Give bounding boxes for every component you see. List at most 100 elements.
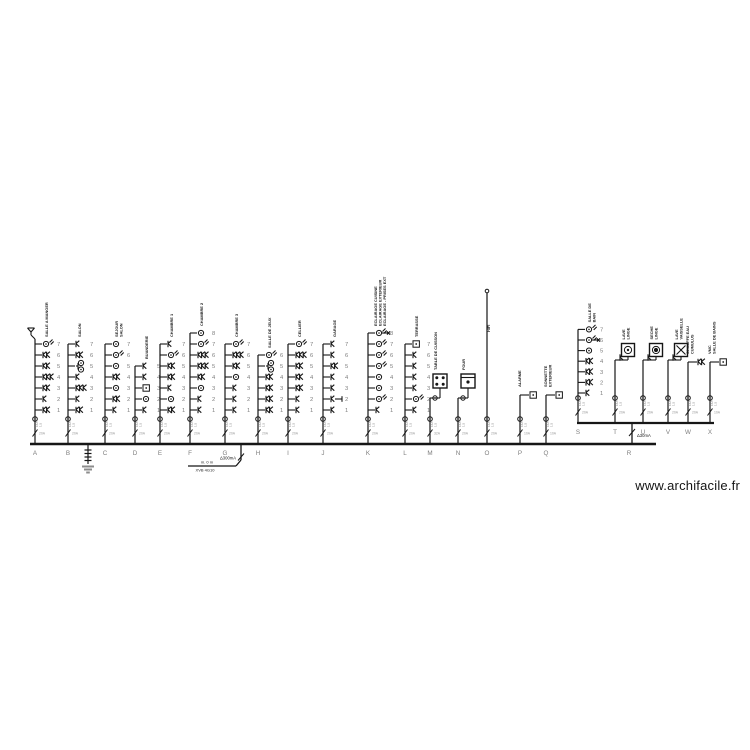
socket-icon <box>585 357 590 365</box>
socket-stroke <box>116 376 121 381</box>
breaker-spec: 1,5 <box>433 422 437 427</box>
breaker-spec: 16A <box>190 422 194 427</box>
branch-number: 2 <box>182 397 185 403</box>
socket-stroke <box>701 358 706 363</box>
tap-dot <box>462 397 464 399</box>
circuit-letter: C <box>103 450 108 457</box>
switch-icon <box>174 350 180 356</box>
socket-icon <box>265 406 270 414</box>
box-dot <box>558 394 561 396</box>
breaker-spec: 1,5 <box>228 422 232 427</box>
branch-number: 4 <box>310 375 314 381</box>
socket-icon <box>265 384 270 392</box>
socket-stroke <box>330 365 335 370</box>
socket-stroke <box>585 360 590 365</box>
socket-icon <box>46 351 51 359</box>
switch-stroke <box>383 363 388 367</box>
socket-stroke <box>299 365 304 370</box>
branch-number: 7 <box>90 342 93 348</box>
lamp-icon <box>77 359 85 367</box>
socket-icon <box>589 378 594 386</box>
lamp-dot <box>200 343 202 345</box>
branch-number: 2 <box>427 397 430 403</box>
circuit-label-line: CHAUFFE EAU <box>685 326 690 354</box>
branch-number: 2 <box>310 397 313 403</box>
breaker-spec: 1,5 <box>581 401 585 406</box>
lamp-circle <box>585 336 593 344</box>
socket-icon <box>239 351 244 359</box>
breaker-spec: 1,5 <box>71 422 75 427</box>
breaker-rating: 20A <box>647 411 654 415</box>
socket-icon <box>197 362 202 370</box>
branch-number: 2 <box>157 397 160 403</box>
circuit-C: C 16A 1,5 20A 1 2 3 4 5 6 7 SEJOUR SALON <box>102 321 131 457</box>
breaker-spec: 16A <box>35 422 39 427</box>
socket-stroke <box>42 351 47 356</box>
breaker-rating: 20A <box>462 432 469 436</box>
switch-stroke <box>174 350 178 354</box>
drum-dot <box>653 347 659 353</box>
lamp-icon <box>232 373 240 381</box>
breaker-spec: 1,5 <box>326 422 330 427</box>
lamp-dot <box>170 398 172 400</box>
circuit-F: F 16A 1,5 20A 1 2 3 4 5 6 7 8 CHAMBRE 2 <box>187 302 216 457</box>
socket-icon <box>75 384 80 392</box>
socket-stroke <box>412 387 417 392</box>
tap-dot <box>434 397 436 399</box>
junction-box-icon <box>555 391 563 399</box>
branch-number: 6 <box>212 353 215 359</box>
socket-stroke <box>585 357 590 362</box>
socket-stroke <box>589 381 594 386</box>
circuit-letter: Q <box>544 450 549 457</box>
box-dot <box>722 361 725 363</box>
socket-icon <box>412 406 417 414</box>
lamp-dot <box>145 398 147 400</box>
lamp-dot <box>378 354 380 356</box>
socket-stroke <box>412 406 417 411</box>
circuit-letter: I <box>287 450 289 457</box>
lamp-circle <box>197 384 205 392</box>
switch-icon <box>382 350 388 356</box>
circuit-X: X 16A 1,5 10A VMC SALLE DE BAINS <box>707 321 727 436</box>
socket-stroke <box>302 354 307 359</box>
socket-stroke <box>46 406 51 411</box>
socket-stroke <box>412 384 417 389</box>
socket-stroke <box>302 351 307 356</box>
socket-icon <box>116 373 121 381</box>
rcd-30-label: Δ30mA <box>637 433 651 438</box>
lamp-dot <box>588 339 590 341</box>
switch-icon <box>419 394 425 400</box>
socket-stroke <box>697 361 702 366</box>
branch-number: 4 <box>57 375 61 381</box>
socket-stroke <box>269 387 274 392</box>
switch-stroke <box>382 394 386 398</box>
socket-icon <box>46 406 51 414</box>
breaker-rating: 20A <box>164 432 171 436</box>
socket-icon <box>197 406 202 414</box>
circuit-label-line: CHAMBRE 2 <box>199 302 204 326</box>
socket-stroke <box>204 351 209 356</box>
lamp-dot <box>378 376 380 378</box>
socket-icon <box>79 351 84 359</box>
breaker-spec: 16A <box>105 422 109 427</box>
branch-number: 1 <box>427 408 430 414</box>
branch-number: 4 <box>345 375 349 381</box>
lamp-circle <box>232 340 240 348</box>
branch-number: 2 <box>390 397 393 403</box>
socket-icon <box>412 351 417 359</box>
breaker-rating: 20A <box>672 411 679 415</box>
lamp-dot <box>588 349 590 352</box>
switch-stroke <box>204 339 208 343</box>
switch-icon <box>382 361 388 367</box>
breaker-rating: 20A <box>619 411 626 415</box>
circuit-label-line: TABLE DE CUISSON <box>433 332 438 370</box>
oven-dot <box>466 380 470 384</box>
socket-icon <box>197 395 202 403</box>
junction-box-icon <box>412 340 420 348</box>
breaker-spec: 16A <box>487 422 491 427</box>
switch-stroke <box>419 394 423 398</box>
socket-stroke <box>295 354 300 359</box>
